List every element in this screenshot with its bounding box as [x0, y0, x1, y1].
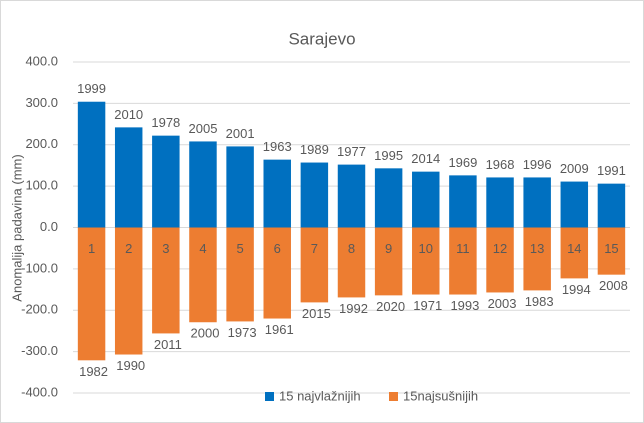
data-label: 1994 [562, 282, 591, 297]
data-label: 1963 [263, 139, 292, 154]
data-label: 1990 [116, 358, 145, 373]
bar [226, 227, 254, 322]
bar [114, 227, 143, 355]
data-label: 1983 [525, 294, 554, 309]
data-label: 1995 [374, 148, 403, 163]
data-label: 1978 [151, 115, 180, 130]
legend-label: 15najsušnijih [403, 388, 478, 403]
data-label: 2020 [376, 299, 405, 314]
category-label: 1 [88, 241, 95, 256]
category-label: 12 [493, 241, 507, 256]
y-tick-label: -200.0 [21, 302, 58, 317]
bar [337, 164, 366, 228]
category-label: 8 [348, 241, 355, 256]
chart-title: Sarajevo [288, 29, 355, 48]
bar [226, 146, 254, 228]
bar [114, 127, 143, 228]
category-label: 10 [419, 241, 433, 256]
category-label: 14 [567, 241, 581, 256]
legend-swatch [265, 392, 274, 401]
data-label: 1969 [448, 155, 477, 170]
category-label: 7 [311, 241, 318, 256]
category-label: 5 [236, 241, 243, 256]
bar [337, 227, 366, 298]
data-label: 2010 [114, 107, 143, 122]
bar [523, 177, 551, 228]
bar [486, 177, 514, 228]
data-label: 1989 [300, 142, 329, 157]
bar [300, 227, 329, 303]
data-label: 2000 [191, 326, 220, 341]
data-label: 2015 [302, 306, 331, 321]
bar [77, 227, 106, 361]
y-tick-label: 100.0 [25, 178, 58, 193]
bar [374, 227, 403, 296]
data-label: 2003 [488, 296, 517, 311]
category-label: 9 [385, 241, 392, 256]
bar [152, 227, 180, 334]
bar [300, 162, 329, 228]
data-label: 2011 [154, 337, 182, 352]
y-tick-label: 400.0 [25, 53, 58, 68]
legend-label: 15 najvlažnijih [279, 388, 361, 403]
data-label: 2009 [560, 161, 589, 176]
data-label: 1992 [339, 301, 368, 316]
bar [597, 183, 626, 228]
category-label: 4 [199, 241, 206, 256]
y-tick-label: -400.0 [21, 384, 58, 399]
y-tick-label: 0.0 [40, 219, 58, 234]
data-label: 1996 [523, 157, 552, 172]
bar [412, 171, 440, 228]
data-label: 1977 [337, 144, 366, 159]
data-label: 1971 [413, 298, 442, 313]
category-label: 6 [274, 241, 281, 256]
bar [374, 168, 403, 228]
y-tick-label: 300.0 [25, 95, 58, 110]
category-label: 15 [604, 241, 618, 256]
bar [263, 159, 291, 228]
bar [412, 227, 440, 295]
legend-swatch [389, 392, 398, 401]
data-label: 2014 [411, 151, 440, 166]
data-label: 2008 [599, 278, 628, 293]
bar [152, 135, 180, 228]
category-label: 11 [456, 241, 470, 256]
bar [560, 181, 589, 228]
data-label: 1991 [597, 163, 626, 178]
bar [263, 227, 291, 319]
bar [77, 101, 106, 228]
bar [597, 227, 626, 275]
data-label: 2005 [189, 121, 218, 136]
data-label: 1993 [450, 298, 479, 313]
y-tick-label: 200.0 [25, 136, 58, 151]
bar [560, 227, 589, 279]
data-label: 1982 [79, 364, 108, 379]
data-label: 1973 [228, 325, 257, 340]
category-label: 3 [162, 241, 169, 256]
bar [189, 141, 217, 228]
bar [449, 227, 477, 295]
category-label: 2 [125, 241, 132, 256]
data-label: 1961 [265, 322, 294, 337]
data-label: 1999 [77, 81, 106, 96]
y-tick-label: -300.0 [21, 343, 58, 358]
y-axis-label: Anomalija padavina (mm) [9, 154, 24, 301]
bar [449, 175, 477, 228]
bar [486, 227, 514, 293]
y-tick-label: -100.0 [21, 260, 58, 275]
data-label: 2001 [226, 126, 255, 141]
bar [523, 227, 551, 291]
data-label: 1968 [486, 157, 515, 172]
category-label: 13 [530, 241, 544, 256]
bar [189, 227, 217, 323]
